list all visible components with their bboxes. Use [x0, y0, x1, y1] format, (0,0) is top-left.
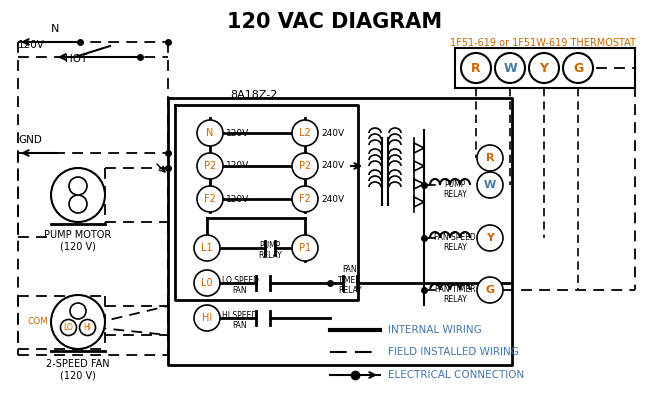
Circle shape — [51, 168, 105, 222]
Text: N: N — [51, 24, 59, 34]
Text: P2: P2 — [299, 161, 311, 171]
Text: W: W — [503, 62, 517, 75]
Text: P2: P2 — [204, 161, 216, 171]
Circle shape — [194, 235, 220, 261]
Circle shape — [80, 320, 96, 336]
Circle shape — [194, 270, 220, 296]
Circle shape — [292, 153, 318, 179]
Circle shape — [461, 53, 491, 83]
Text: F2: F2 — [204, 194, 216, 204]
Text: HOT: HOT — [65, 54, 87, 64]
Circle shape — [197, 186, 223, 212]
Text: 1F51-619 or 1F51W-619 THERMOSTAT: 1F51-619 or 1F51W-619 THERMOSTAT — [450, 38, 636, 48]
Circle shape — [197, 120, 223, 146]
Text: INTERNAL WIRING: INTERNAL WIRING — [388, 325, 482, 335]
Text: GND: GND — [18, 135, 42, 145]
Text: FAN TIMER
RELAY: FAN TIMER RELAY — [435, 285, 475, 304]
Text: R: R — [486, 153, 494, 163]
Circle shape — [477, 225, 503, 251]
Circle shape — [60, 320, 76, 336]
Text: LO SPEED
FAN: LO SPEED FAN — [222, 276, 259, 295]
Text: 2-SPEED FAN
(120 V): 2-SPEED FAN (120 V) — [46, 359, 110, 380]
Text: Y: Y — [486, 233, 494, 243]
Text: 240V: 240V — [321, 129, 344, 137]
Text: G: G — [486, 285, 494, 295]
Circle shape — [194, 305, 220, 331]
Text: 120V: 120V — [18, 40, 45, 50]
Circle shape — [69, 177, 87, 195]
Circle shape — [477, 277, 503, 303]
Text: PUMP
RELAY: PUMP RELAY — [443, 180, 467, 199]
Circle shape — [70, 303, 86, 319]
Circle shape — [477, 172, 503, 198]
Text: R: R — [471, 62, 481, 75]
Text: 8A18Z-2: 8A18Z-2 — [230, 90, 277, 100]
Text: 120V: 120V — [226, 161, 249, 171]
Text: 240V: 240V — [321, 194, 344, 204]
Circle shape — [197, 153, 223, 179]
Text: COM: COM — [27, 318, 48, 326]
Circle shape — [292, 235, 318, 261]
Text: HI: HI — [202, 313, 212, 323]
Text: G: G — [573, 62, 583, 75]
Circle shape — [51, 295, 105, 349]
Text: L1: L1 — [201, 243, 213, 253]
Text: F2: F2 — [299, 194, 311, 204]
Text: FAN
TIMER
RELAY: FAN TIMER RELAY — [338, 265, 362, 295]
Text: 120V: 120V — [226, 129, 249, 137]
Text: 120 VAC DIAGRAM: 120 VAC DIAGRAM — [227, 12, 443, 32]
Text: PUMP MOTOR
(120 V): PUMP MOTOR (120 V) — [44, 230, 112, 251]
Text: FAN SPEED
RELAY: FAN SPEED RELAY — [434, 233, 476, 252]
Text: HI SPEED
FAN: HI SPEED FAN — [222, 310, 257, 330]
Text: PUMP
RELAY: PUMP RELAY — [258, 241, 282, 260]
Text: L2: L2 — [299, 128, 311, 138]
Text: LO: LO — [64, 323, 74, 332]
Circle shape — [69, 195, 87, 213]
Circle shape — [477, 145, 503, 171]
Circle shape — [563, 53, 593, 83]
Text: P1: P1 — [299, 243, 311, 253]
Text: N: N — [206, 128, 214, 138]
Circle shape — [529, 53, 559, 83]
Circle shape — [292, 120, 318, 146]
Text: W: W — [484, 180, 496, 190]
Circle shape — [292, 186, 318, 212]
Bar — [455, 48, 635, 88]
Circle shape — [495, 53, 525, 83]
Text: ELECTRICAL CONNECTION: ELECTRICAL CONNECTION — [388, 370, 524, 380]
Text: Y: Y — [539, 62, 549, 75]
Text: L0: L0 — [201, 278, 213, 288]
Text: FIELD INSTALLED WIRING: FIELD INSTALLED WIRING — [388, 347, 519, 357]
Text: 120V: 120V — [226, 194, 249, 204]
Text: HI: HI — [84, 323, 92, 332]
Text: 240V: 240V — [321, 161, 344, 171]
